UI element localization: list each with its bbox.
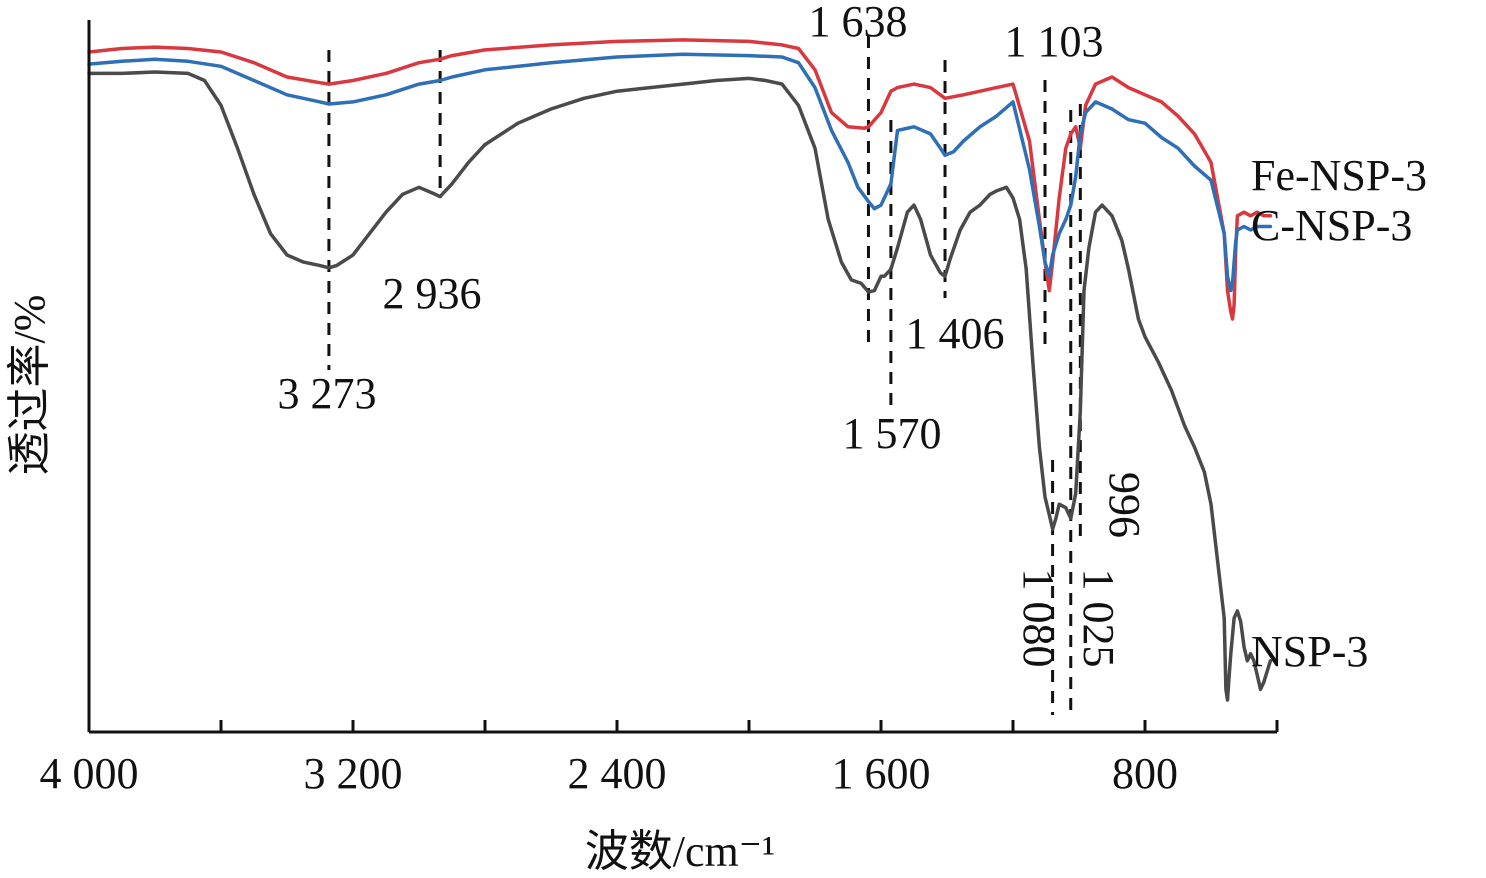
series-line-nsp-3	[87, 70, 1273, 702]
x-tick-label: 2 400	[568, 749, 667, 798]
series-label-fe-nsp-3: Fe-NSP-3	[1251, 151, 1427, 200]
series-label-c-nsp-3: C-NSP-3	[1251, 201, 1412, 250]
peak-label-1406: 1 406	[906, 309, 1005, 358]
y-axis-title: 透过率/%	[5, 295, 54, 476]
peak-label-1103: 1 103	[1005, 17, 1104, 66]
x-tick-label: 800	[1112, 749, 1178, 798]
x-axis-title: 波数/cm⁻¹	[585, 827, 775, 876]
peak-label-3273: 3 273	[278, 369, 377, 418]
peak-labels: 3 273 2 936 1 638 1 570 1 406 1 103 1 080 1 025…	[278, 0, 1150, 668]
x-axis-ticks: 4 000 3 200 2 400 1 600 800	[40, 720, 1279, 798]
x-tick-label: 4 000	[40, 749, 139, 798]
peak-label-1638: 1 638	[809, 0, 908, 46]
peak-label-996: 996	[1100, 472, 1149, 538]
peak-label-2936: 2 936	[383, 269, 482, 318]
x-tick-label: 1 600	[832, 749, 931, 798]
peak-label-1570: 1 570	[843, 409, 942, 458]
peak-label-1080: 1 080	[1014, 569, 1063, 668]
series-line-c-nsp-3	[87, 52, 1273, 293]
peak-label-1025: 1 025	[1074, 569, 1123, 668]
spectra	[87, 38, 1273, 702]
series-labels: Fe-NSP-3C-NSP-3 NSP-3	[1251, 151, 1427, 676]
x-tick-label: 3 200	[304, 749, 403, 798]
series-line-fe-nsp-3	[87, 38, 1273, 321]
series-label-nsp-3: NSP-3	[1251, 627, 1368, 676]
